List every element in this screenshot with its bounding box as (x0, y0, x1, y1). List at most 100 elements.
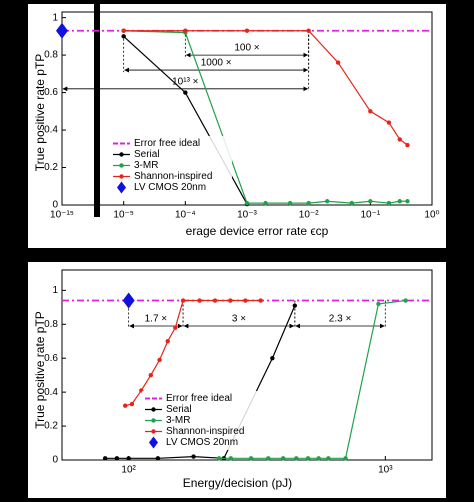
point (368, 109, 373, 114)
point (368, 199, 373, 204)
point (148, 372, 154, 378)
legend-label: LV CMOS 20nm (134, 182, 206, 193)
x-tick-label: 10⁰ (424, 210, 439, 221)
point (243, 298, 248, 303)
point (397, 199, 402, 204)
point (157, 357, 162, 363)
point (165, 339, 170, 344)
x-tick-label: 10⁻³ (237, 210, 257, 221)
legend-marker (117, 181, 126, 194)
x-axis-label: erage device error rate ϵcp (186, 224, 329, 238)
point (122, 292, 135, 309)
axis-break (94, 4, 100, 217)
point (325, 199, 330, 204)
point (266, 456, 271, 461)
y-axis-label: True positive rate pTP (33, 311, 47, 429)
point (155, 456, 161, 461)
y-tick-label: 0.8 (44, 50, 58, 61)
x-label-box (160, 474, 315, 494)
point (294, 456, 299, 461)
annotation-label: 3 × (232, 314, 246, 325)
point (292, 303, 298, 308)
x-label-box (168, 222, 346, 242)
point (123, 403, 128, 408)
point (180, 298, 186, 303)
annotation-label: 1.7 × (145, 314, 168, 325)
x-tick-label: 10⁻⁵ (113, 210, 134, 221)
legend-box (110, 136, 232, 195)
point (335, 60, 341, 65)
point (228, 298, 233, 303)
x-tick-label: 10⁻¹⁵ (50, 210, 74, 221)
annotation-label: 100 × (234, 43, 259, 54)
x-tick-label: 10³ (378, 465, 393, 476)
point (405, 199, 410, 204)
x-tick-label: 10⁻² (299, 210, 319, 221)
y-axis-label: True positive rate pTP (33, 54, 47, 172)
point (216, 456, 222, 461)
series-line (219, 299, 406, 459)
x-tick-label: 10² (121, 465, 136, 476)
y-tick-label: 0 (52, 200, 58, 211)
x-tick-label: 10⁻¹ (360, 210, 380, 221)
point (183, 28, 188, 33)
legend-label: Serial (134, 149, 160, 160)
point (126, 456, 131, 461)
point (343, 456, 348, 461)
y-tick-label: 0 (52, 455, 58, 466)
legend-label: Shannon-inspired (166, 426, 244, 437)
legend-label: Serial (166, 404, 192, 415)
point (287, 200, 293, 206)
y-tick-label: 0.4 (44, 387, 58, 398)
point (316, 456, 321, 461)
y-tick-label: 0.6 (44, 353, 58, 364)
point (183, 90, 188, 95)
point (397, 137, 402, 142)
point (244, 200, 250, 206)
legend-marker (119, 152, 124, 157)
point (197, 298, 202, 303)
point (212, 298, 218, 303)
point (280, 456, 286, 461)
point (129, 401, 135, 407)
legend-marker (119, 174, 124, 179)
point (386, 120, 392, 125)
y-tick-label: 1 (52, 285, 58, 296)
point (228, 456, 233, 461)
point (405, 142, 410, 148)
point (306, 200, 311, 206)
annotation-label: 10¹³ × (172, 76, 199, 87)
legend-marker (149, 436, 158, 449)
y-tick-label: 0.2 (44, 421, 58, 432)
x-tick-label: 10⁻⁴ (175, 210, 196, 221)
annotation-label: 1000 × (201, 58, 232, 69)
legend-label: 3-MR (134, 160, 158, 171)
point (349, 200, 354, 206)
legend-label: Error free ideal (166, 393, 232, 404)
legend-marker (151, 407, 156, 412)
point (258, 298, 263, 303)
point (56, 22, 68, 39)
point (191, 454, 196, 459)
legend-label: LV CMOS 20nm (166, 437, 238, 448)
point (121, 34, 126, 39)
point (173, 325, 178, 330)
point (306, 28, 311, 33)
legend-marker (151, 418, 156, 423)
point (305, 456, 311, 461)
legend-box (142, 391, 264, 450)
annotation-label: 2.3 × (329, 314, 352, 325)
legend-label: Error free ideal (134, 138, 200, 149)
legend-marker (119, 163, 124, 168)
point (270, 356, 275, 361)
y-tick-label: 0.4 (44, 125, 58, 136)
point (376, 301, 381, 307)
y-tick-label: 1 (52, 12, 58, 23)
y-tick-label: 0.8 (44, 319, 58, 330)
point (403, 298, 408, 303)
point (386, 200, 392, 206)
y-tick-label: 0.2 (44, 162, 58, 173)
point (248, 456, 254, 461)
